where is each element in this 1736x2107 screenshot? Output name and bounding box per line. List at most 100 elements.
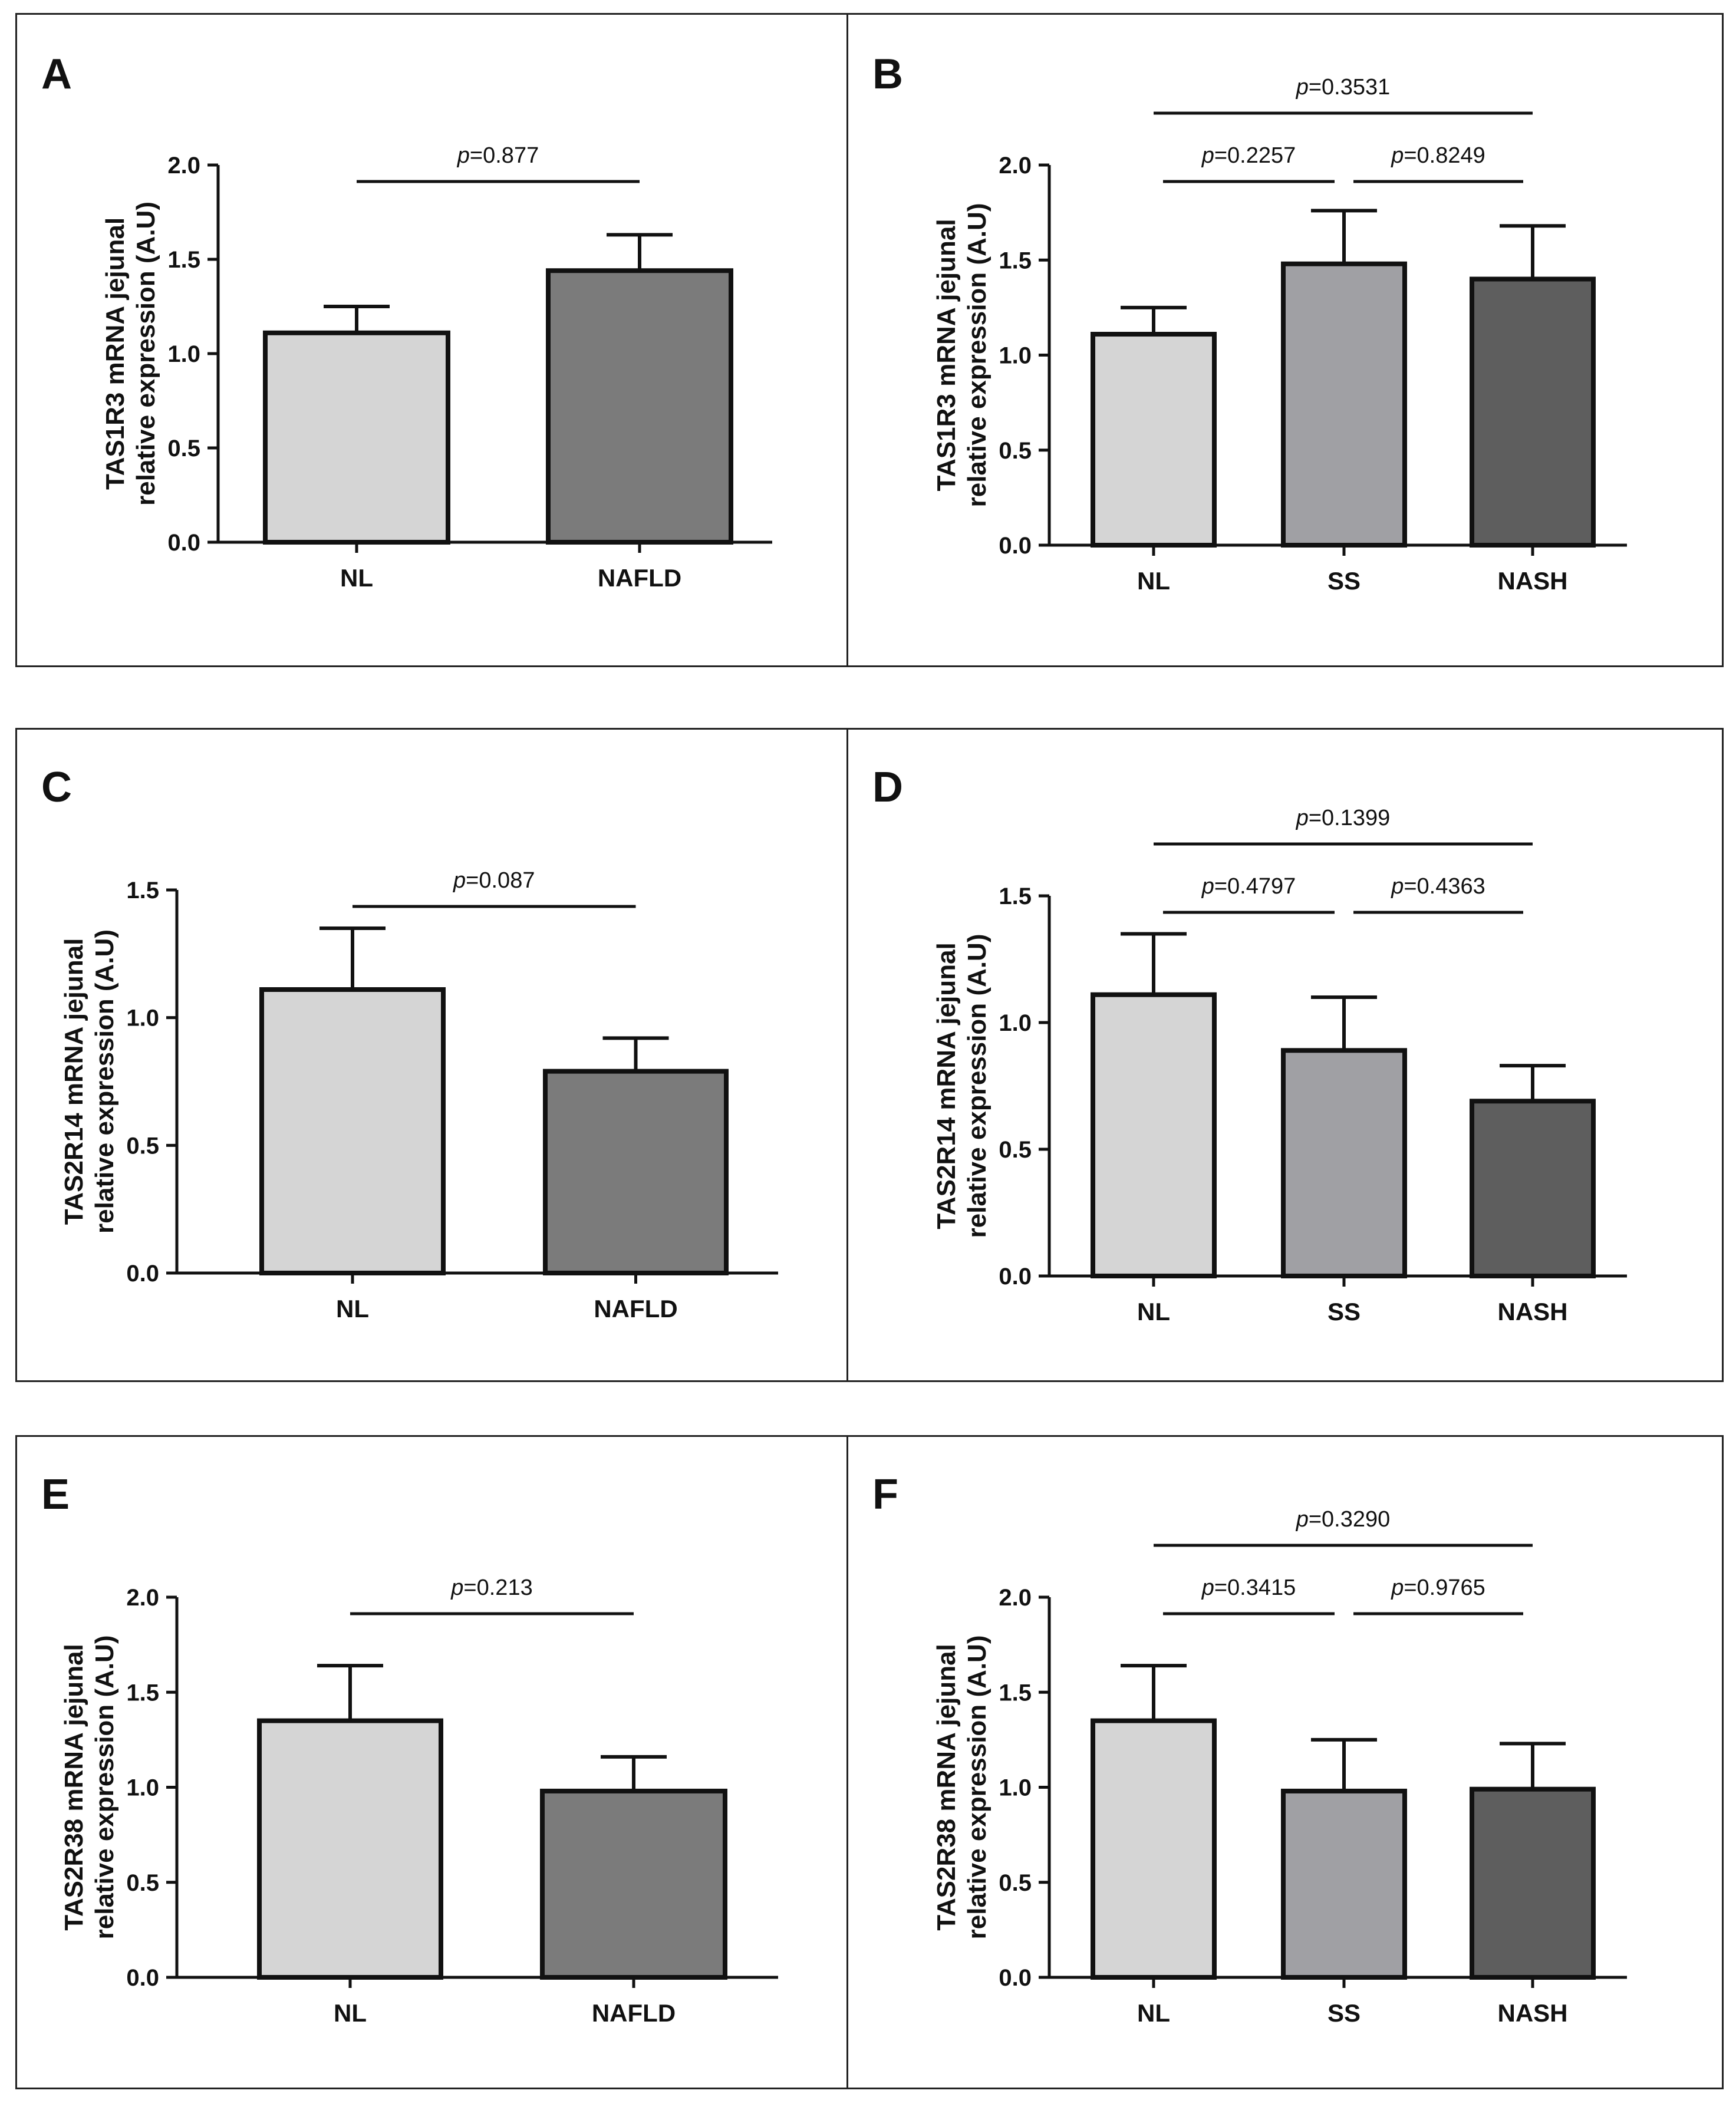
bar-ss: [1281, 1048, 1407, 1278]
p-value-label: p=0.4797: [1201, 874, 1296, 899]
category-label-nash: NASH: [1497, 1999, 1567, 2027]
y-tick-label: 1.5: [126, 1680, 159, 1706]
y-axis-label-line2: relative expression (A.U): [90, 929, 119, 1234]
p-value: =0.1399: [1309, 806, 1390, 830]
y-axis-label-line1: TAS2R14 mRNA jejunal: [932, 942, 961, 1229]
p-symbol: p: [1296, 1507, 1309, 1532]
p-value-label: p=0.1399: [1296, 806, 1391, 830]
category-label-nl: NL: [1137, 1999, 1170, 2027]
panel-letter: F: [872, 1471, 898, 1518]
y-tick-label: 0.0: [126, 1261, 159, 1287]
y-tick-label: 1.0: [167, 341, 200, 367]
category-label-nl: NL: [1137, 1298, 1170, 1325]
p-value: =0.2257: [1214, 143, 1296, 168]
p-value-label: p=0.4363: [1391, 874, 1485, 899]
bar-nash: [1470, 1099, 1596, 1278]
p-value: =0.3290: [1309, 1507, 1390, 1532]
category-label-nafld: NAFLD: [594, 1295, 677, 1323]
y-tick-label: 0.0: [126, 1965, 159, 1991]
p-value: =0.213: [463, 1575, 532, 1600]
p-symbol: p: [1201, 1575, 1214, 1600]
y-axis-label-line2: relative expression (A.U): [963, 203, 991, 507]
p-value-label: p=0.087: [453, 868, 535, 893]
category-label-ss: SS: [1327, 567, 1361, 595]
bar-nl: [1091, 332, 1217, 548]
y-tick-label: 0.5: [999, 438, 1032, 464]
y-tick-label: 0.0: [999, 1264, 1032, 1290]
y-axis-label-line2: relative expression (A.U): [963, 934, 991, 1238]
p-value-label: p=0.3531: [1296, 75, 1391, 100]
y-tick-label: 1.5: [126, 878, 159, 904]
panel-e-chart: E 0.0 0.5 1.0 1.5 2.0 TAS2R38 mRNA jejunal rela…: [41, 1471, 778, 2027]
bar-nl: [1091, 992, 1217, 1278]
y-tick-label: 2.0: [167, 153, 200, 179]
y-axis-label-line2: relative expression (A.U): [90, 1636, 119, 1940]
y-tick-label: 1.5: [999, 1680, 1032, 1706]
p-value-label: p=0.213: [450, 1575, 532, 1600]
panel-letter: A: [41, 51, 72, 98]
bar-ss: [1281, 261, 1407, 548]
y-tick-label: 0.0: [999, 533, 1032, 559]
row-divider-top: [846, 13, 848, 667]
y-tick-label: 0.5: [126, 1133, 159, 1159]
y-tick-label: 2.0: [126, 1585, 159, 1611]
p-value: =0.3415: [1214, 1575, 1296, 1600]
p-symbol: p: [1201, 143, 1214, 168]
bar-nafld: [546, 268, 733, 545]
y-tick-label: 1.5: [999, 883, 1032, 909]
p-symbol: p: [1296, 75, 1309, 100]
y-axis-label-line1: TAS1R3 mRNA jejunal: [932, 219, 961, 491]
p-symbol: p: [457, 143, 470, 168]
y-axis-label-line1: TAS2R38 mRNA jejunal: [932, 1644, 961, 1931]
p-value: =0.4363: [1404, 874, 1485, 899]
y-tick-label: 1.0: [999, 1010, 1032, 1036]
y-axis-label-line1: TAS2R38 mRNA jejunal: [60, 1644, 88, 1931]
category-label-nafld: NAFLD: [598, 564, 681, 592]
p-symbol: p: [453, 868, 466, 893]
panel-letter: D: [872, 764, 903, 811]
p-value-label: p=0.2257: [1201, 143, 1296, 168]
panel-f-chart: F 0.0 0.5 1.0 1.5 2.0 TAS2R38 mRNA jejunal rela…: [872, 1471, 1627, 2027]
y-tick-label: 0.5: [999, 1870, 1032, 1896]
bar-nash: [1470, 1786, 1596, 1980]
p-value: =0.087: [466, 868, 535, 893]
p-value: =0.3531: [1309, 75, 1390, 100]
bar-nl: [263, 330, 450, 545]
y-axis-label-line1: TAS1R3 mRNA jejunal: [101, 217, 130, 490]
p-symbol: p: [1391, 143, 1404, 168]
y-tick-label: 1.0: [999, 1775, 1032, 1801]
bar-nash: [1470, 276, 1596, 548]
category-label-nl: NL: [336, 1295, 369, 1323]
p-value: =0.4797: [1214, 874, 1296, 899]
panel-letter: B: [872, 51, 903, 98]
y-axis-label-line2: relative expression (A.U): [963, 1636, 991, 1940]
y-tick-label: 1.5: [999, 248, 1032, 273]
category-label-nash: NASH: [1497, 567, 1567, 595]
row-divider-middle: [846, 728, 848, 1382]
p-value-label: p=0.8249: [1391, 143, 1485, 168]
y-tick-label: 0.0: [167, 530, 200, 556]
panel-b-chart: B 0.0 0.5 1.0 1.5 2.0 TAS1R3 mRNA jejunal relat…: [872, 51, 1627, 595]
p-value: =0.877: [470, 143, 539, 168]
y-axis-label-line1: TAS2R14 mRNA jejunal: [60, 938, 88, 1225]
panel-a-chart: A 0.0 0.5 1.0 1.5 2.0 TAS1R3 mRNA jejunal relat…: [41, 51, 772, 592]
category-label-nl: NL: [334, 1999, 367, 2027]
y-tick-label: 0.5: [167, 436, 200, 461]
category-label-ss: SS: [1327, 1999, 1361, 2027]
y-tick-label: 1.5: [167, 247, 200, 273]
panel-letter: C: [41, 764, 72, 811]
y-tick-label: 1.0: [126, 1775, 159, 1801]
p-value: =0.8249: [1404, 143, 1485, 168]
bar-nafld: [543, 1069, 729, 1276]
p-value-label: p=0.3290: [1296, 1507, 1391, 1532]
bar-nl: [259, 987, 446, 1275]
y-tick-label: 1.0: [126, 1005, 159, 1031]
y-tick-label: 2.0: [999, 1585, 1032, 1611]
y-tick-label: 0.0: [999, 1965, 1032, 1991]
y-tick-label: 1.0: [999, 343, 1032, 369]
p-value-label: p=0.9765: [1391, 1575, 1485, 1600]
p-value-label: p=0.3415: [1201, 1575, 1296, 1600]
p-symbol: p: [450, 1575, 463, 1600]
panel-letter: E: [41, 1471, 70, 1518]
